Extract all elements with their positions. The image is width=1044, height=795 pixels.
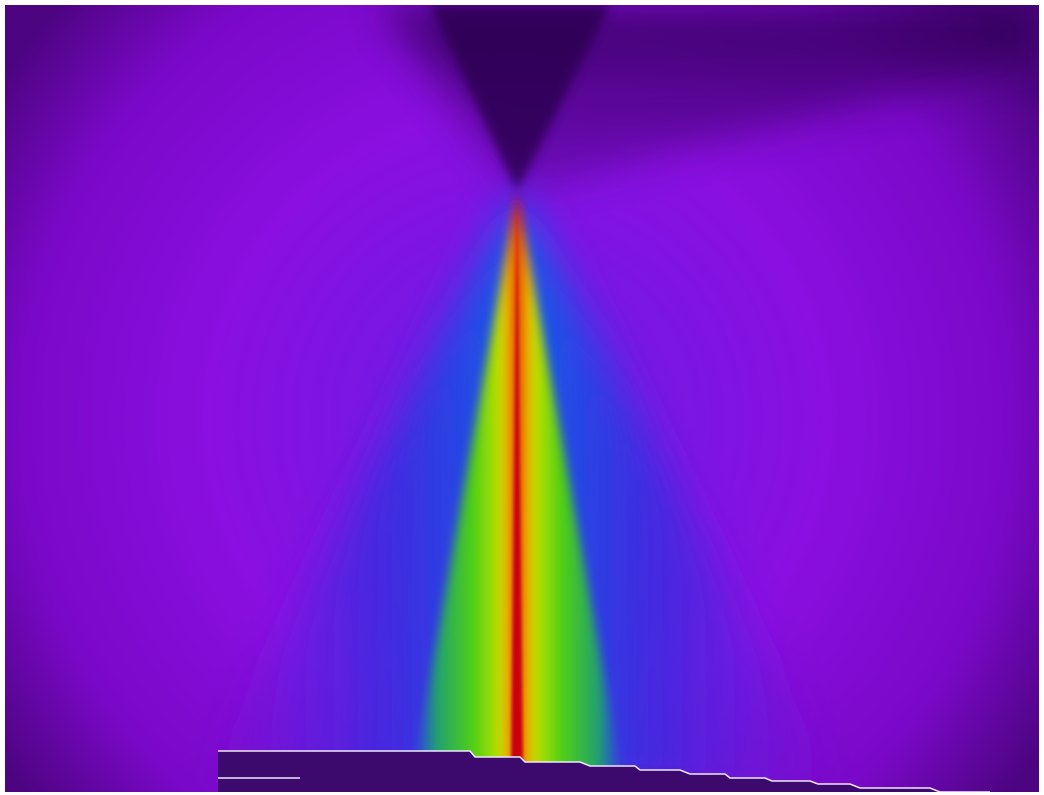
plot-area (5, 5, 1039, 792)
beam-core (511, 195, 523, 792)
boundary-line (218, 750, 990, 792)
dark-core (430, 5, 610, 192)
dark-base (218, 751, 940, 792)
